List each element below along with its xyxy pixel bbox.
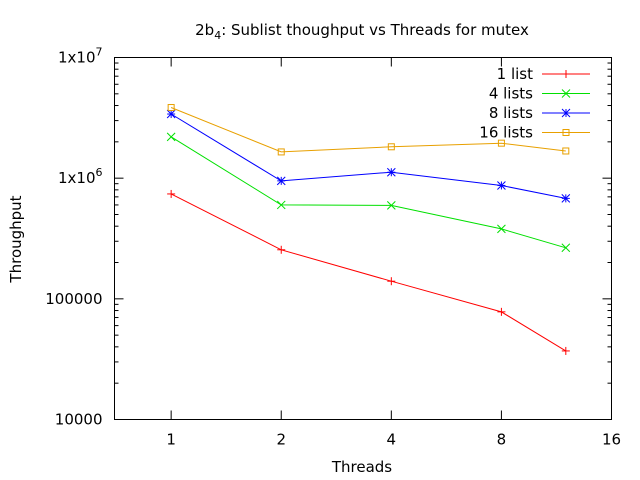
legend-swatch-marker <box>561 89 571 98</box>
y-tick-label-text: 100000 <box>45 290 102 308</box>
data-point-4-lists <box>386 201 396 210</box>
series-1-list <box>167 189 570 355</box>
y-tick-label-text: 1x10 <box>58 49 96 67</box>
legend-label: 8 lists <box>489 104 533 122</box>
y-tick-label-exponent: 6 <box>96 166 103 179</box>
legend-item-8-lists: 8 lists <box>489 104 590 122</box>
chart-title: 2b4: Sublist thoughput vs Threads for mu… <box>195 21 529 42</box>
data-point-16-lists <box>562 147 570 155</box>
y-tick-label: 1x107 <box>58 46 103 67</box>
chart-title-subscript: 4 <box>214 29 221 42</box>
data-point-4-lists <box>276 200 286 210</box>
series-16-lists <box>167 104 570 156</box>
data-point-16-lists <box>387 143 395 151</box>
data-point-8-lists <box>497 181 506 190</box>
data-point-1-list <box>387 277 396 286</box>
x-tick-label: 1 <box>166 431 176 449</box>
y-tick-label-text: 10000 <box>55 411 103 429</box>
legend-swatch-marker <box>562 129 570 136</box>
legend-label: 4 lists <box>489 85 533 103</box>
y-tick-label-text: 1x10 <box>58 169 96 187</box>
legend-swatch-marker <box>562 70 570 78</box>
y-tick-label-exponent: 7 <box>96 46 103 59</box>
legend-item-16-lists: 16 lists <box>479 124 590 142</box>
y-tick-label: 100000 <box>45 290 102 308</box>
data-point-8-lists <box>386 167 396 177</box>
legend-item-4-lists: 4 lists <box>489 85 590 103</box>
data-point-16-lists <box>497 139 505 147</box>
data-point-1-list <box>561 346 570 355</box>
x-tick-label: 2 <box>276 431 286 449</box>
series-line-4-lists <box>170 136 566 249</box>
data-point-4-lists <box>166 132 176 142</box>
data-point-4-lists <box>561 243 571 253</box>
series-layer <box>166 104 571 355</box>
data-point-16-lists <box>167 104 175 112</box>
plot-frame <box>114 57 612 420</box>
y-axis-title: Throughput <box>7 195 25 283</box>
x-axis-title: Threads <box>331 458 392 476</box>
data-point-1-list <box>497 307 506 316</box>
x-tick-label: 16 <box>602 431 621 449</box>
series-line-1-list <box>170 193 567 352</box>
x-tick-label: 4 <box>387 431 397 449</box>
series-4-lists <box>166 132 571 253</box>
data-point-4-lists <box>497 224 506 234</box>
series-8-lists <box>166 109 571 203</box>
y-tick-label: 10000 <box>55 411 103 429</box>
data-point-1-list <box>277 245 286 254</box>
x-tick-label: 8 <box>497 431 507 449</box>
data-point-1-list <box>167 189 176 198</box>
series-line-16-lists <box>170 107 566 153</box>
y-tick-label: 1x106 <box>58 166 103 187</box>
data-point-8-lists <box>166 109 176 119</box>
legend-item-1-list: 1 list <box>497 65 590 83</box>
legend-label: 16 lists <box>479 124 533 142</box>
data-point-8-lists <box>561 194 571 203</box>
legend-label: 1 list <box>497 65 533 83</box>
data-point-16-lists <box>277 148 285 156</box>
chart-title-main: 2b <box>195 21 214 39</box>
legend-swatch-marker <box>561 108 571 118</box>
chart-title-rest: : Sublist thoughput vs Threads for mutex <box>221 21 529 39</box>
data-point-8-lists <box>276 176 286 186</box>
